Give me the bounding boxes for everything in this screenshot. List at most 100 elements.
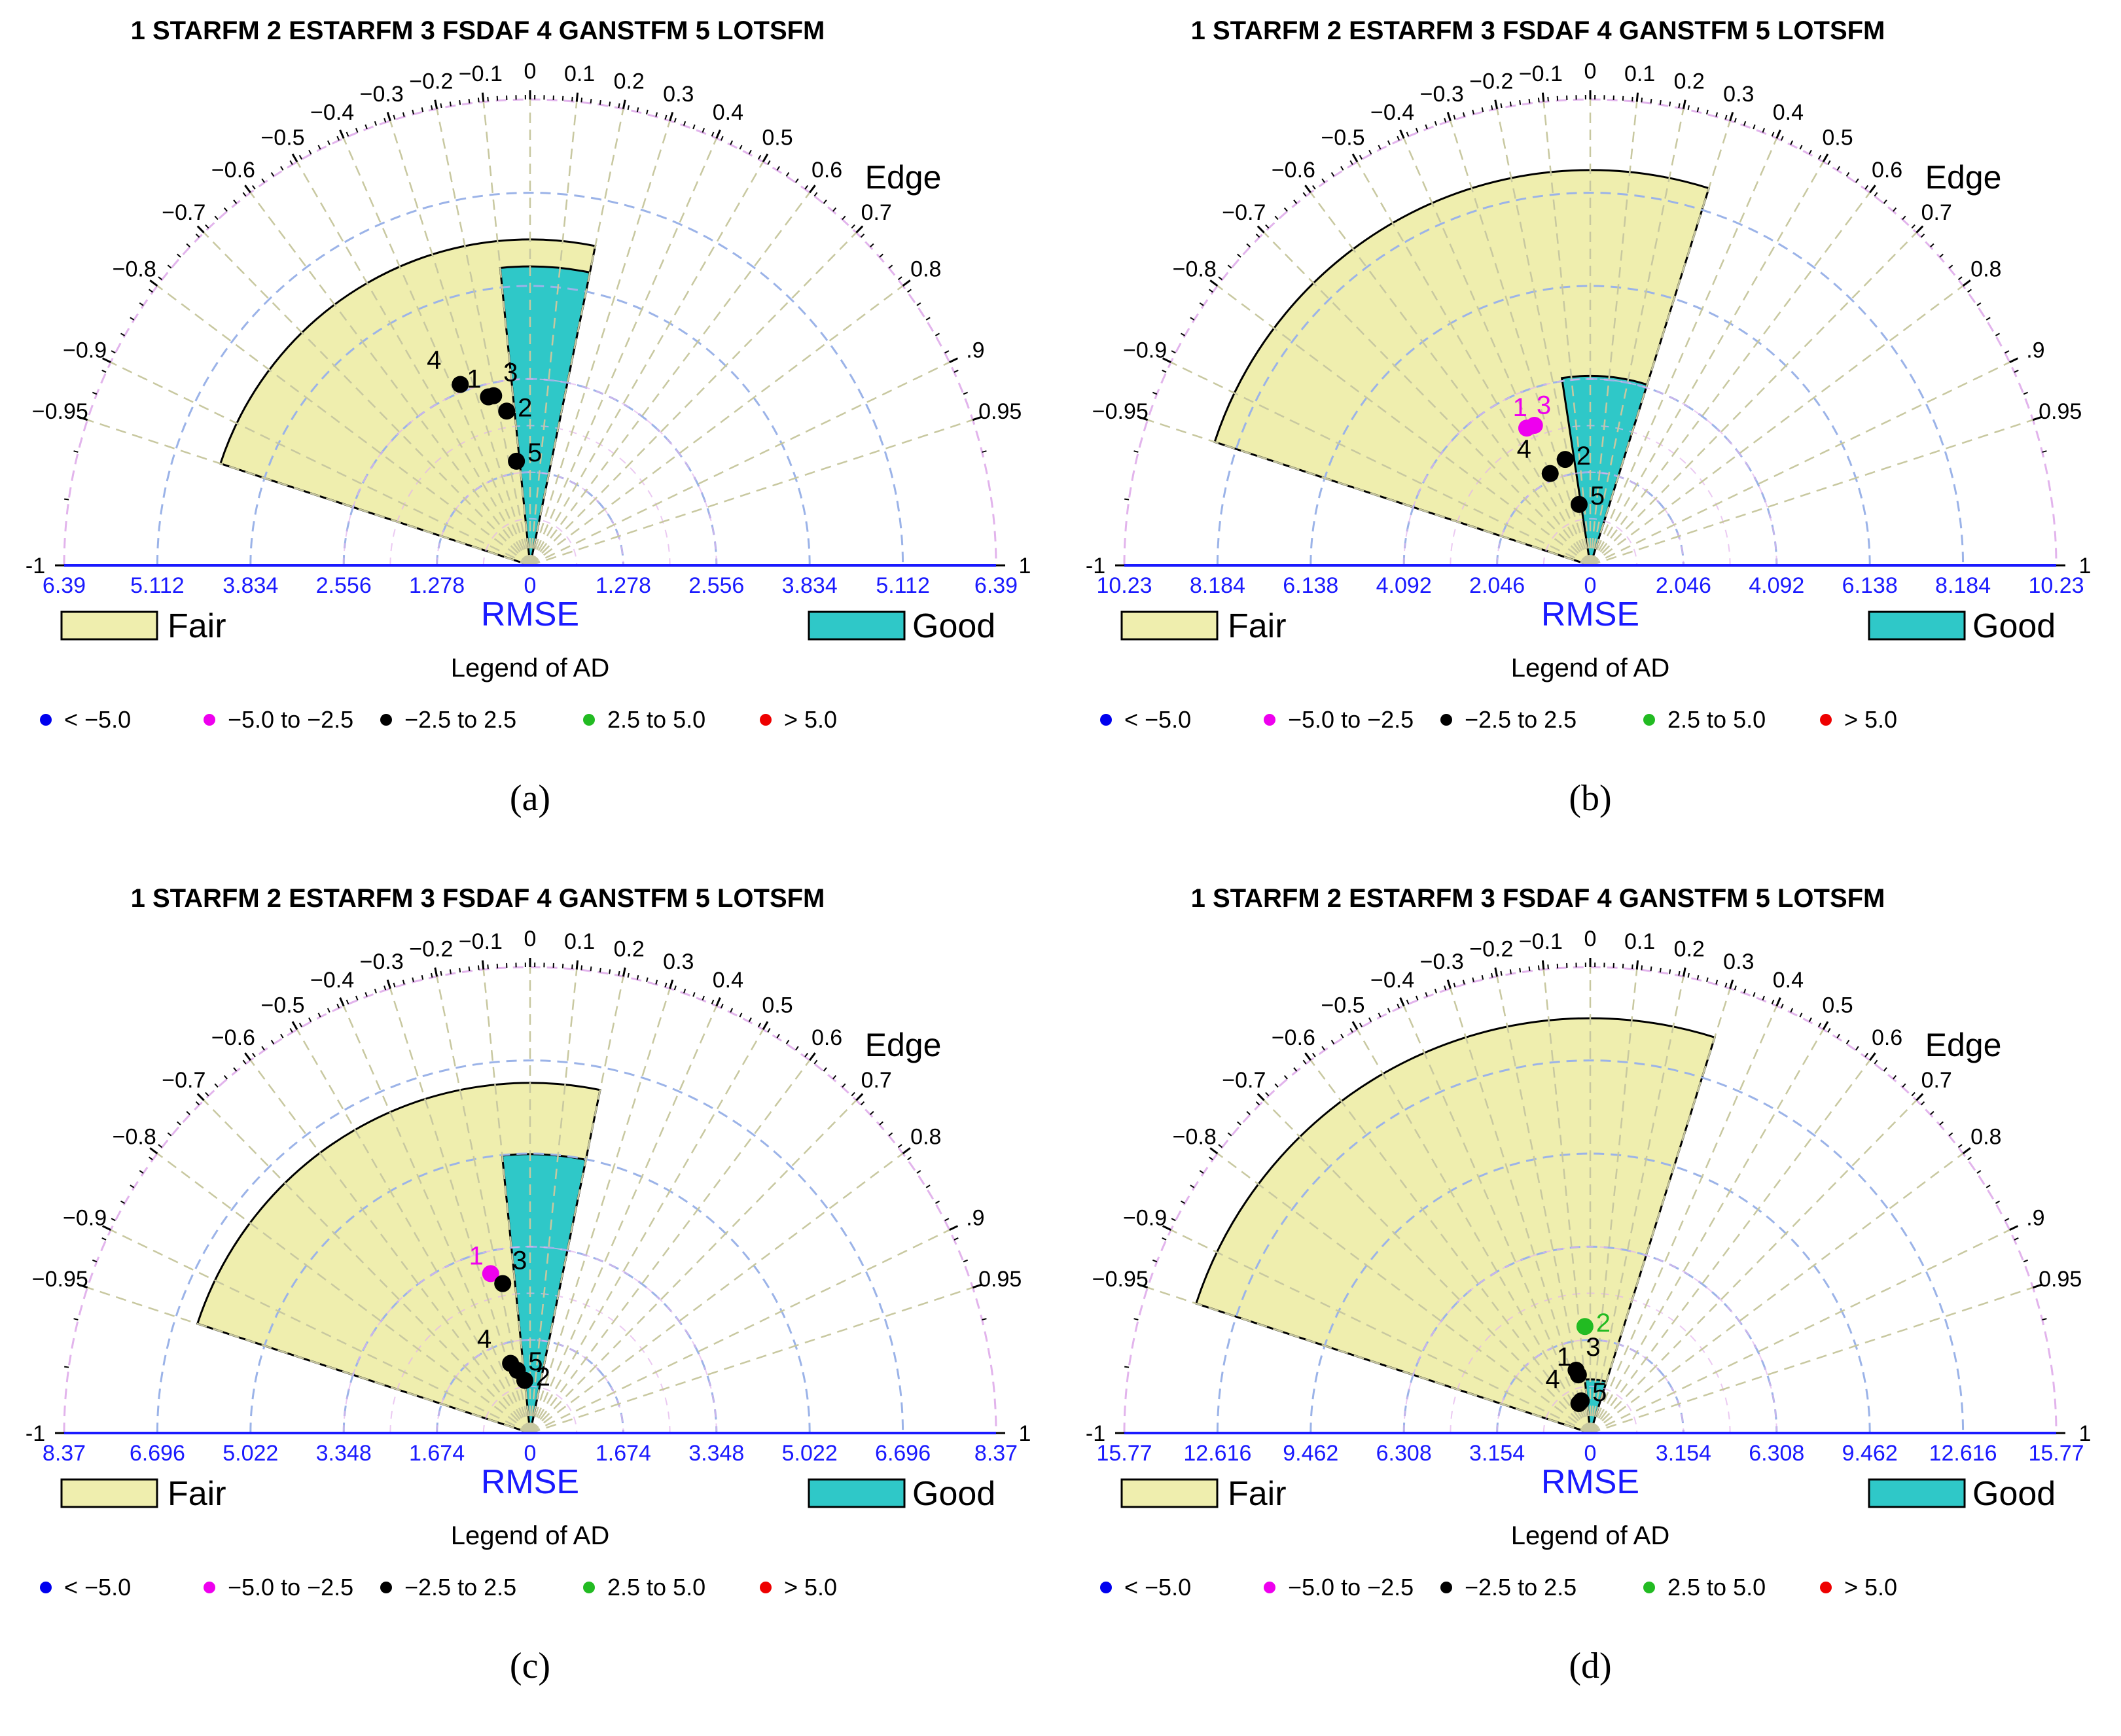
corr-tick bbox=[101, 357, 111, 363]
corr-line bbox=[1590, 285, 1964, 566]
corr-minor-tick bbox=[214, 1083, 219, 1088]
ad-legend-label: −5.0 to −2.5 bbox=[1288, 706, 1414, 733]
corr-minor-tick bbox=[1687, 972, 1690, 978]
corr-tick bbox=[2009, 1225, 2019, 1231]
ad-legend-label: > 5.0 bbox=[1844, 1574, 1897, 1601]
rmse-tick-label: 8.37 bbox=[974, 1441, 1018, 1466]
corr-tick bbox=[1962, 279, 1971, 287]
corr-minor-tick bbox=[64, 498, 69, 501]
ad-legend-label: −2.5 to 2.5 bbox=[1465, 1574, 1577, 1601]
fair-legend-label: Fair bbox=[168, 607, 226, 645]
corr-minor-tick bbox=[1274, 215, 1279, 221]
corr-minor-tick bbox=[1753, 992, 1756, 997]
corr-minor-tick bbox=[1967, 289, 1972, 293]
corr-minor-tick bbox=[1948, 1132, 1953, 1137]
corr-minor-tick bbox=[2005, 1218, 2010, 1222]
rmse-tick-label: 6.696 bbox=[130, 1441, 185, 1466]
inner-arc bbox=[1542, 518, 1638, 566]
corr-line bbox=[203, 232, 531, 566]
corr-minor-tick bbox=[571, 964, 573, 969]
corr-tick bbox=[622, 967, 626, 977]
ad-legend-label: > 5.0 bbox=[784, 706, 837, 733]
corr-minor-tick bbox=[393, 115, 396, 120]
corr-line bbox=[1589, 969, 1638, 1434]
corr-minor-tick bbox=[1827, 1028, 1831, 1033]
ad-legend-dot bbox=[1100, 1582, 1112, 1593]
corr-minor-tick bbox=[1986, 1184, 1991, 1188]
rmse-axis-title: RMSE bbox=[1541, 595, 1639, 633]
rmse-axis-title: RMSE bbox=[1541, 1463, 1639, 1501]
corr-tick bbox=[808, 185, 816, 194]
rmse-tick-label: 4.092 bbox=[1376, 573, 1432, 598]
corr-line bbox=[529, 1059, 811, 1434]
data-point bbox=[1576, 1318, 1594, 1336]
corr-minor-tick bbox=[1920, 1101, 1925, 1106]
ad-legend-label: −5.0 to −2.5 bbox=[228, 706, 353, 733]
corr-minor-tick bbox=[1209, 1156, 1213, 1161]
corr-tick bbox=[1868, 185, 1876, 194]
corr-minor-tick bbox=[355, 128, 359, 133]
corr-minor-tick bbox=[82, 1285, 88, 1288]
rmse-arc bbox=[1310, 1152, 1871, 1434]
corr-line bbox=[203, 1099, 531, 1434]
corr-tick-label: −0.1 bbox=[1519, 62, 1563, 86]
corr-tick-label: −0.1 bbox=[1519, 929, 1563, 954]
corr-minor-tick bbox=[1976, 302, 1982, 306]
corr-tick-label: 0.2 bbox=[1674, 69, 1705, 94]
data-point bbox=[485, 387, 503, 404]
corr-line bbox=[343, 137, 531, 566]
data-point bbox=[482, 1265, 499, 1283]
corr-minor-tick bbox=[1799, 1012, 1803, 1018]
corr-minor-tick bbox=[944, 1218, 950, 1222]
rmse-tick-label: 0 bbox=[524, 1441, 537, 1466]
data-point bbox=[516, 1372, 533, 1389]
corr-minor-tick bbox=[1340, 1033, 1344, 1038]
corr-tick-label: 0.3 bbox=[663, 82, 694, 107]
corr-minor-tick bbox=[2005, 350, 2010, 354]
corr-minor-tick bbox=[1330, 171, 1335, 177]
corr-minor-tick bbox=[1406, 999, 1410, 1004]
corr-minor-tick bbox=[1209, 289, 1213, 293]
rmse-arc bbox=[1216, 191, 1965, 566]
rmse-tick-label: 10.23 bbox=[2028, 573, 2084, 598]
corr-minor-tick bbox=[1669, 969, 1671, 974]
corr-minor-tick bbox=[804, 185, 809, 190]
corr-minor-tick bbox=[590, 98, 592, 104]
corr-tick bbox=[1209, 1147, 1219, 1154]
corr-minor-tick bbox=[963, 1259, 969, 1263]
edge-label: Edge bbox=[865, 159, 942, 196]
corr-tick-label: 0.1 bbox=[1624, 62, 1655, 86]
corr-minor-tick bbox=[795, 1046, 799, 1051]
corr-minor-tick bbox=[1444, 985, 1447, 991]
corr-line bbox=[110, 1229, 531, 1434]
corr-line bbox=[156, 285, 531, 566]
corr-minor-tick bbox=[440, 970, 442, 976]
corr-minor-tick bbox=[1283, 207, 1288, 212]
corr-minor-tick bbox=[823, 1067, 827, 1072]
corr-minor-tick bbox=[767, 160, 771, 166]
corr-tick bbox=[481, 92, 485, 102]
corr-minor-tick bbox=[346, 999, 349, 1004]
data-point-label: 2 bbox=[1577, 442, 1591, 470]
data-point-label: 2 bbox=[536, 1363, 550, 1392]
corr-line bbox=[1589, 1029, 1825, 1434]
rmse-tick-label: 1.674 bbox=[596, 1441, 651, 1466]
corr-tick bbox=[1775, 997, 1781, 1007]
corr-minor-tick bbox=[823, 199, 827, 204]
corr-line bbox=[1147, 419, 1591, 567]
corr-minor-tick bbox=[1967, 1156, 1972, 1161]
rmse-arc bbox=[249, 1152, 811, 1434]
rmse-tick-label: 2.556 bbox=[688, 573, 744, 598]
corr-minor-tick bbox=[223, 1074, 228, 1080]
corr-minor-tick bbox=[280, 1033, 284, 1038]
corr-minor-tick bbox=[1650, 966, 1652, 972]
corr-minor-tick bbox=[972, 417, 978, 421]
corr-minor-tick bbox=[223, 207, 228, 212]
corr-minor-tick bbox=[1491, 972, 1493, 978]
rmse-tick-label: 6.308 bbox=[1376, 1441, 1432, 1466]
ad-legend-label: < −5.0 bbox=[1124, 706, 1191, 733]
corr-minor-tick bbox=[636, 107, 639, 113]
corr-minor-tick bbox=[186, 1110, 190, 1116]
corr-line bbox=[1589, 109, 1684, 566]
corr-line bbox=[296, 1029, 531, 1434]
